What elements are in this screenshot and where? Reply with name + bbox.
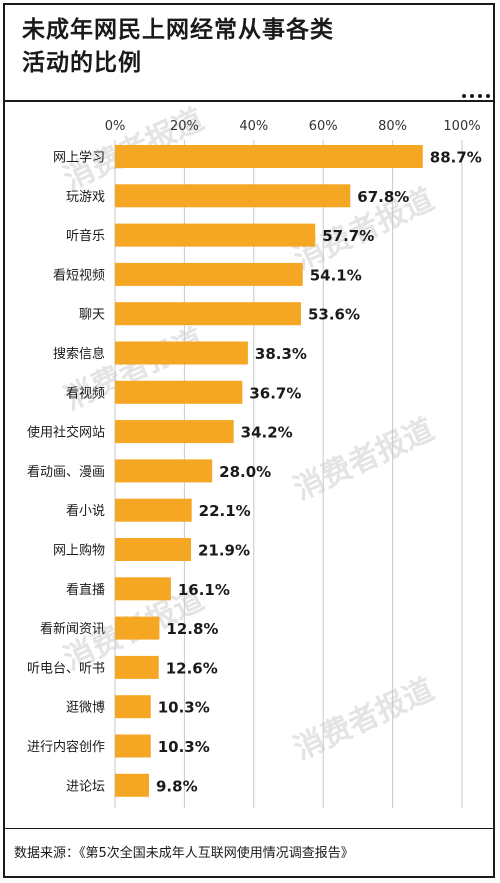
bar (115, 184, 351, 208)
x-tick-label: 100% (443, 119, 480, 134)
category-label: 使用社交网站 (27, 425, 105, 441)
value-label: 67.8% (357, 188, 409, 206)
category-label: 进论坛 (66, 779, 105, 794)
value-label: 10.3% (158, 738, 210, 756)
category-label: 听电台、听书 (27, 661, 105, 676)
bar (115, 616, 160, 640)
value-label: 34.2% (241, 424, 293, 442)
category-label: 看动画、漫画 (27, 464, 105, 480)
bar-layer: 网上学习 88.7% 玩游戏 67.8% 听音乐 57.7% 看短视频 54.1% 聊天 53.6… (27, 145, 482, 797)
bar (115, 498, 192, 522)
x-tick-label: 60% (309, 119, 338, 134)
value-label: 22.1% (199, 502, 251, 520)
value-label: 54.1% (310, 266, 362, 284)
title-line-1: 未成年网民上网经常从事各类 (22, 17, 334, 43)
value-label: 16.1% (178, 581, 230, 599)
bar (115, 459, 213, 483)
source-note: 数据来源：《第5次全国未成年人互联网使用情况调查报告》 (14, 846, 354, 861)
category-label: 网上购物 (53, 543, 105, 559)
bar (115, 341, 248, 365)
category-label: 看新闻资讯 (40, 621, 105, 637)
value-label: 88.7% (430, 149, 482, 167)
watermark-text: 消费者报道 (289, 412, 440, 507)
category-label: 玩游戏 (66, 190, 105, 205)
category-label: 看视频 (66, 385, 105, 401)
value-label: 9.8% (156, 777, 198, 795)
value-label: 10.3% (158, 699, 210, 717)
value-label: 12.8% (166, 620, 218, 638)
ellipsis-decoration (462, 94, 490, 98)
bar (115, 145, 423, 168)
title-line-2: 活动的比例 (22, 50, 142, 76)
value-label: 21.9% (198, 542, 250, 560)
bar (115, 223, 316, 247)
page-title: 未成年网民上网经常从事各类 活动的比例 (22, 14, 442, 80)
category-label: 进行内容创作 (27, 739, 105, 755)
bar (115, 695, 151, 719)
value-label: 38.3% (255, 345, 307, 363)
chart-frame (3, 3, 495, 878)
bar (115, 538, 191, 561)
bar (115, 577, 171, 601)
bar (115, 380, 243, 404)
title-divider (5, 100, 493, 102)
category-label: 看短视频 (53, 267, 105, 283)
category-label: 看小说 (66, 503, 105, 519)
x-tick-label: 80% (378, 119, 407, 134)
value-label: 57.7% (322, 227, 374, 245)
value-label: 12.6% (166, 659, 218, 677)
bar (115, 655, 159, 679)
bar (115, 262, 303, 286)
x-tick-label: 20% (170, 119, 199, 134)
category-label: 看直播 (66, 582, 105, 598)
bar (115, 302, 301, 326)
x-tick-label: 0% (105, 119, 126, 134)
category-label: 网上学习 (53, 150, 105, 166)
value-label: 53.6% (308, 306, 360, 324)
bar (115, 420, 234, 444)
x-tick-label: 40% (239, 119, 268, 134)
bar (115, 773, 150, 797)
watermark-text: 消费者报道 (289, 672, 440, 767)
value-label: 28.0% (219, 463, 271, 481)
category-label: 听音乐 (66, 228, 105, 244)
bar (115, 734, 151, 758)
category-label: 逛微博 (66, 701, 105, 716)
footer-divider (5, 828, 493, 829)
value-label: 36.7% (249, 384, 301, 402)
category-label: 聊天 (79, 308, 105, 323)
category-label: 搜索信息 (53, 346, 105, 362)
